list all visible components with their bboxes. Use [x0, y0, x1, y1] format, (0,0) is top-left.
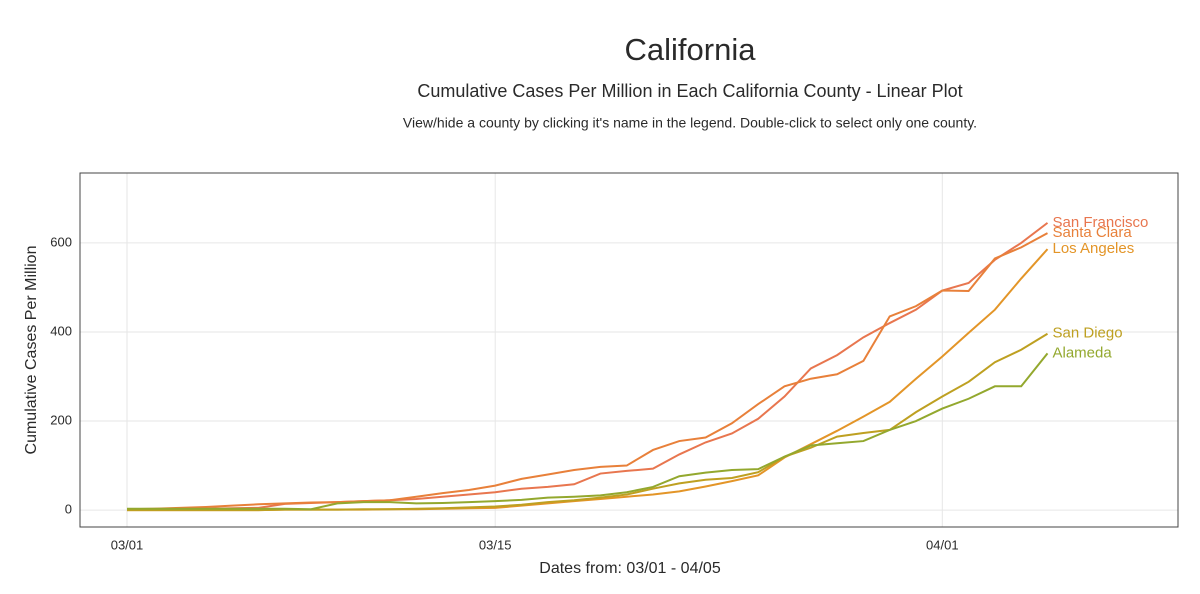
- series-line: [127, 352, 1049, 511]
- series-label: Alameda: [1053, 344, 1113, 361]
- series-line: [126, 232, 1048, 511]
- y-tick-label: 600: [50, 234, 72, 249]
- series-label: Los Angeles: [1053, 240, 1135, 257]
- x-tick-label: 03/01: [111, 537, 144, 552]
- chart-title: California: [625, 32, 757, 67]
- series-line: [127, 222, 1049, 511]
- series-label: San Francisco: [1053, 214, 1149, 231]
- plot-frame: [79, 172, 1179, 528]
- x-tick-label: 03/15: [479, 537, 512, 552]
- chart-subtitle: Cumulative Cases Per Million in Each Cal…: [417, 81, 962, 101]
- series-line: [127, 248, 1049, 512]
- chart-note: View/hide a county by clicking it's name…: [403, 115, 977, 131]
- series-label: San Diego: [1053, 325, 1123, 342]
- series-label: Santa Clara: [1053, 224, 1133, 241]
- x-tick-label: 04/01: [926, 537, 959, 552]
- y-tick-label: 400: [50, 323, 72, 338]
- y-axis-label: Cumulative Cases Per Million: [23, 246, 40, 455]
- y-tick-label: 0: [65, 502, 72, 517]
- series-line: [127, 332, 1049, 512]
- x-axis-label: Dates from: 03/01 - 04/05: [539, 560, 721, 577]
- y-tick-label: 200: [50, 412, 72, 427]
